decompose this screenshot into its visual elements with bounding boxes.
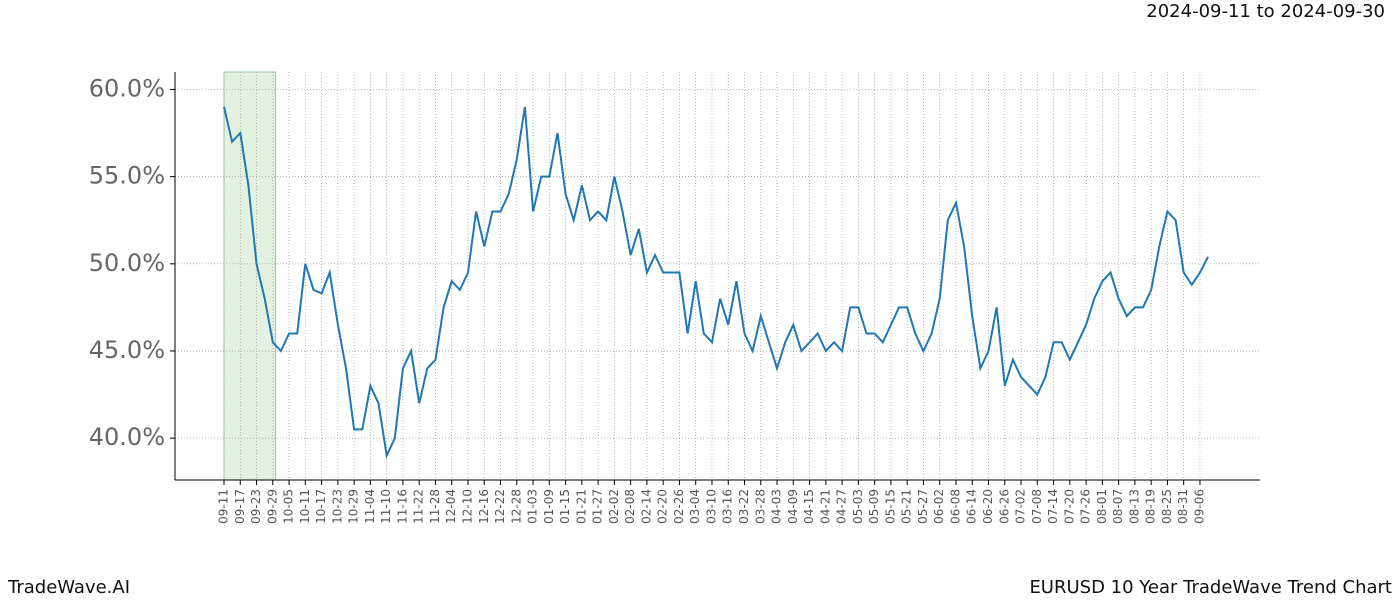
x-tick-label: 04-15 [802,489,816,524]
x-tick-label: 05-21 [900,489,914,524]
x-tick-label: 12-16 [477,489,491,524]
x-tick-label: 06-02 [932,489,946,524]
y-tick-label: 60.0% [89,74,165,102]
x-tick-label: 03-16 [721,489,735,524]
shaded-range [223,71,276,481]
x-tick-label: 01-03 [526,489,540,524]
x-tick-label: 06-14 [965,489,979,524]
x-tick-label: 12-10 [460,489,474,524]
x-tick-label: 02-20 [656,489,670,524]
x-tick-label: 04-09 [786,489,800,524]
x-tick-label: 07-02 [1014,489,1028,524]
x-tick-label: 04-27 [835,489,849,524]
x-tick-label: 02-02 [607,489,621,524]
x-tick-label: 07-26 [1079,489,1093,524]
x-tick-label: 05-27 [916,489,930,524]
x-tick-label: 02-14 [639,489,653,524]
x-tick-label: 06-08 [948,489,962,524]
x-tick-label: 08-07 [1111,489,1125,524]
x-tick-label: 10-29 [347,489,361,524]
x-tick-label: 11-10 [379,489,393,524]
x-tick-label: 02-26 [672,489,686,524]
x-tick-label: 07-08 [1030,489,1044,524]
x-tick-label: 08-01 [1095,489,1109,524]
x-tick-label: 10-11 [298,489,312,524]
x-tick-label: 03-10 [704,489,718,524]
x-tick-label: 03-04 [688,489,702,524]
x-tick-label: 10-17 [314,489,328,524]
x-tick-label: 01-27 [591,489,605,524]
x-tick-label: 12-28 [509,489,523,524]
chart-title: EURUSD 10 Year TradeWave Trend Chart [1029,577,1392,598]
x-tick-label: 08-13 [1127,489,1141,524]
x-tick-label: 01-09 [542,489,556,524]
x-tick-label: 03-22 [737,489,751,524]
x-tick-label: 10-05 [282,489,296,524]
x-tick-label: 04-21 [818,489,832,524]
x-tick-label: 11-04 [363,489,377,524]
x-tick-label: 07-14 [1046,489,1060,524]
x-tick-label: 05-15 [883,489,897,524]
y-tick-label: 55.0% [89,162,165,190]
x-tick-label: 06-20 [981,489,995,524]
x-tick-label: 02-08 [623,489,637,524]
x-tick-label: 12-22 [493,489,507,524]
y-tick-label: 50.0% [89,249,165,277]
x-tick-label: 09-23 [249,489,263,524]
x-tick-label: 11-28 [428,489,442,524]
footer-left: TradeWave.AI [7,577,130,598]
x-tick-label: 05-09 [867,489,881,524]
x-tick-label: 03-28 [753,489,767,524]
x-tick-label: 07-20 [1062,489,1076,524]
x-tick-label: 10-23 [330,489,344,524]
x-tick-label: 09-17 [233,489,247,524]
x-tick-label: 08-25 [1160,489,1174,524]
y-tick-label: 40.0% [89,423,165,451]
x-tick-label: 09-06 [1192,489,1206,524]
x-tick-label: 04-03 [770,489,784,524]
trend-line [223,106,1209,459]
x-tick-label: 08-31 [1176,489,1190,524]
x-tick-label: 12-04 [444,489,458,524]
x-tick-label: 01-21 [574,489,588,524]
y-tick-label: 45.0% [89,336,165,364]
x-tick-label: 08-19 [1144,489,1158,524]
x-tick-label: 11-16 [395,489,409,524]
chart-subtitle: 2024-09-11 to 2024-09-30 [1146,1,1385,22]
x-tick-label: 05-03 [851,489,865,524]
x-tick-label: 09-11 [217,489,231,524]
x-tick-label: 01-15 [558,489,572,524]
x-tick-label: 09-29 [265,489,279,524]
x-tick-label: 06-26 [997,489,1011,524]
x-tick-label: 11-22 [412,489,426,524]
